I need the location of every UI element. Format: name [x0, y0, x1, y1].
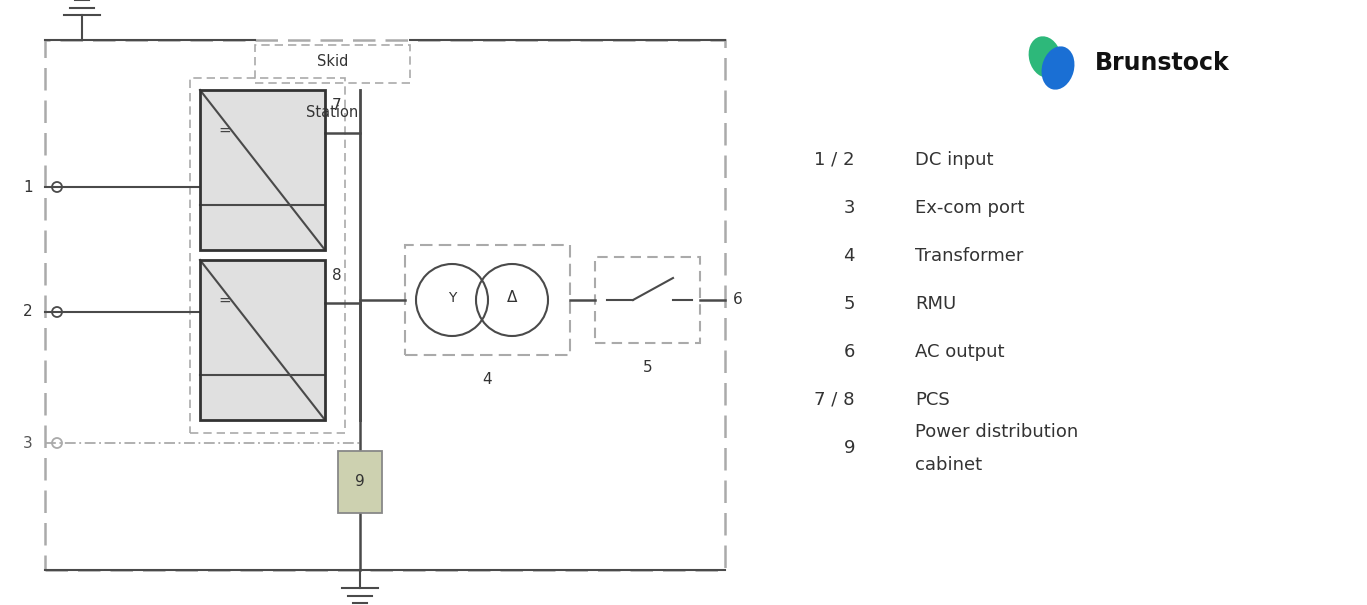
- Text: Transformer: Transformer: [915, 247, 1024, 265]
- Bar: [200, 90, 325, 250]
- Text: Brunstock: Brunstock: [1095, 51, 1230, 75]
- Text: Station: Station: [306, 105, 358, 120]
- Text: 6: 6: [843, 343, 854, 361]
- Text: 6: 6: [733, 292, 742, 307]
- Text: 5: 5: [843, 295, 854, 313]
- Text: =: =: [219, 292, 231, 307]
- Bar: [45, 40, 725, 570]
- Text: 1: 1: [23, 180, 33, 194]
- Text: 3: 3: [23, 436, 33, 451]
- Bar: [190, 78, 344, 433]
- Bar: [338, 451, 381, 513]
- Ellipse shape: [1028, 36, 1061, 77]
- Text: 7: 7: [332, 98, 342, 113]
- Text: 9: 9: [355, 474, 365, 489]
- Text: 3: 3: [843, 199, 854, 217]
- Text: Ex-com port: Ex-com port: [915, 199, 1024, 217]
- Bar: [256, 45, 410, 83]
- Text: Y: Y: [448, 291, 457, 305]
- Text: 1 / 2: 1 / 2: [815, 151, 854, 169]
- Bar: [200, 260, 325, 420]
- Bar: [200, 375, 325, 420]
- Text: Power distribution: Power distribution: [915, 423, 1079, 441]
- Text: 5: 5: [642, 360, 652, 375]
- Text: cabinet: cabinet: [915, 456, 982, 474]
- Text: PCS: PCS: [915, 391, 950, 409]
- Ellipse shape: [1042, 47, 1074, 90]
- Bar: [200, 205, 325, 250]
- Bar: [405, 245, 570, 355]
- Text: RMU: RMU: [915, 295, 957, 313]
- Text: AC output: AC output: [915, 343, 1005, 361]
- Text: 8: 8: [332, 268, 342, 283]
- Bar: [200, 90, 325, 250]
- Text: 4: 4: [483, 372, 492, 387]
- Text: 9: 9: [843, 439, 854, 457]
- Text: Δ: Δ: [507, 290, 517, 306]
- Text: 2: 2: [23, 304, 33, 319]
- Text: DC input: DC input: [915, 151, 994, 169]
- Text: =: =: [219, 122, 231, 137]
- Text: 7 / 8: 7 / 8: [815, 391, 854, 409]
- Text: 4: 4: [843, 247, 854, 265]
- Bar: [595, 257, 700, 343]
- Bar: [200, 260, 325, 420]
- Text: Skid: Skid: [317, 54, 349, 70]
